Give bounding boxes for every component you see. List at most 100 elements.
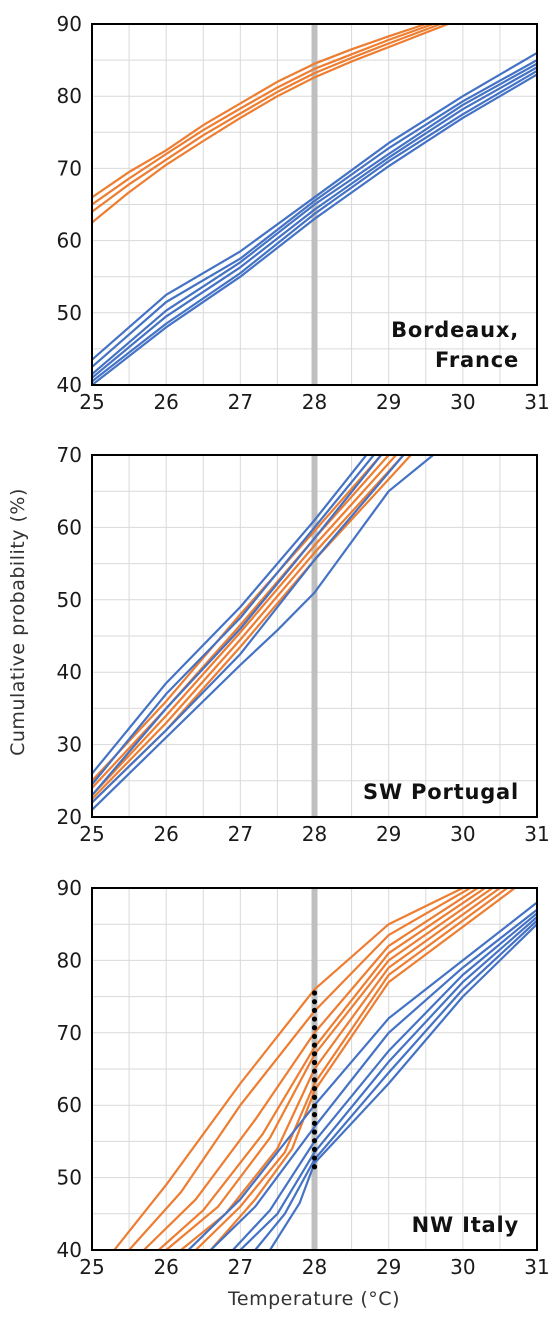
series-line-blue-13 [254,919,537,1250]
series-line-blue-6 [92,58,537,368]
chart-panel-2: 25 26 27 28 29 30 31 20 30 40 50 60 70 SW Portugal [57,443,550,846]
x-tick-label: 26 [153,822,178,846]
chart-panel-1: 25 26 27 28 29 30 31 40 50 60 70 80 90 Bordeaux, Franc… [57,12,550,414]
range-dot [311,1103,318,1109]
x-tick-label: 30 [450,1255,475,1279]
series-line-blue-8 [92,66,537,379]
y-tick-label: 40 [57,1238,82,1262]
series-line-orange-4 [92,24,450,224]
x-tick-label: 31 [524,390,549,414]
x-tick-label: 27 [228,390,253,414]
range-dot [311,1164,318,1170]
series-line-orange-4 [92,455,405,801]
x-tick-label: 31 [524,1255,549,1279]
series-group [92,455,435,811]
chart-panel-3: 25 26 27 28 29 30 31 40 50 60 70 80 90 NW Italy [57,876,550,1279]
x-tick-label: 28 [302,1255,327,1279]
series-line-blue-5 [92,51,537,361]
y-tick-label: 90 [57,12,82,36]
series-line-blue-10 [92,73,537,385]
plot-frame [91,454,538,818]
range-dot [311,1077,318,1083]
y-tick-label: 60 [57,1093,82,1117]
y-tick-label: 40 [57,373,82,397]
series-line-orange-1 [92,24,427,199]
range-dot [311,1033,318,1040]
panel-label: France [435,348,519,372]
y-tick-label: 50 [57,588,82,612]
series-line-orange-7 [194,888,509,1250]
range-dot [311,1059,318,1066]
range-dot [311,1146,318,1152]
y-tick-label: 80 [57,84,82,108]
plot-frame [91,887,538,1251]
y-tick-label: 40 [57,660,82,684]
x-tick-label: 28 [302,390,327,414]
x-tick-label: 29 [376,1255,401,1279]
x-tick-label: 26 [153,390,178,414]
y-tick-label: 60 [57,515,82,539]
series-line-orange-3 [142,888,479,1250]
y-tick-label: 30 [57,733,82,757]
range-dot [311,1094,318,1100]
panel-label: SW Portugal [363,780,519,804]
x-tick-label: 25 [79,822,104,846]
series-line-orange-3 [92,24,442,213]
plot-frame [91,23,538,386]
series-line-orange-2 [92,455,390,790]
y-axis-title: Cumulative probability (%) [7,488,29,756]
series-line-blue-9 [92,69,537,383]
x-tick-label: 26 [153,1255,178,1279]
series-line-blue-8 [92,455,383,797]
range-dot [311,990,318,996]
series-line-blue-12 [239,915,537,1250]
y-tick-label: 90 [57,876,82,900]
series-line-orange-4 [157,888,487,1250]
range-dot [311,1085,318,1092]
range-dot [311,1129,318,1135]
range-dot [311,1051,318,1057]
range-dot [311,1068,318,1074]
panels: 25 26 27 28 29 30 31 40 50 60 70 80 90 Bordeaux, Franc… [57,12,550,1279]
series-line-blue-11 [231,912,537,1250]
x-tick-label: 29 [376,822,401,846]
series-line-blue-6 [92,455,368,775]
x-tick-label: 29 [376,390,401,414]
x-tick-label: 30 [450,822,475,846]
x-tick-label: 25 [79,390,104,414]
range-dot [311,1016,318,1022]
y-tick-label: 70 [57,443,82,467]
y-tick-label: 70 [57,156,82,180]
range-dot [311,999,318,1005]
range-dot [311,1042,318,1048]
series-line-orange-1 [113,888,464,1250]
y-tick-label: 80 [57,948,82,972]
series-line-blue-14 [268,923,537,1250]
y-tick-label: 50 [57,301,82,325]
x-tick-label: 30 [450,390,475,414]
y-tick-label: 60 [57,229,82,253]
y-tick-label: 20 [57,805,82,829]
y-tick-label: 70 [57,1021,82,1045]
range-dot [311,1120,318,1126]
series-line-blue-9 [187,901,537,1250]
series-line-orange-5 [165,888,494,1250]
x-tick-label: 31 [524,822,549,846]
series-line-blue-10 [92,455,435,811]
series-line-blue-9 [92,455,405,804]
series-group [92,24,537,385]
series-line-orange-3 [92,455,398,797]
range-dot [311,1155,318,1161]
series-line-blue-7 [92,62,537,376]
x-tick-label: 25 [79,1255,104,1279]
x-tick-label: 27 [228,1255,253,1279]
panel-label: Bordeaux, [391,318,519,342]
series-line-orange-2 [92,24,435,206]
x-tick-label: 28 [302,822,327,846]
x-tick-label: 27 [228,822,253,846]
series-group [113,888,537,1250]
range-dot [311,1025,318,1031]
series-line-orange-1 [92,455,383,782]
series-line-orange-2 [128,888,472,1250]
